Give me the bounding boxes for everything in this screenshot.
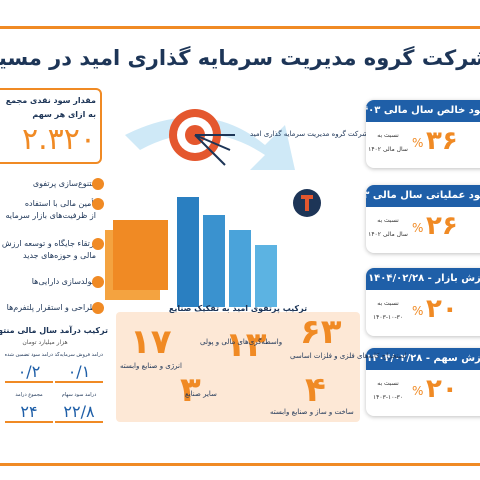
card-title: ارزش سهم - ۱۴۰۴/۰۲/۲۸ (366, 348, 480, 370)
strategy-text: طراحی و استقرار پلتفرم‌ها (6, 303, 96, 312)
strategy-text: مولدسازی دارایی‌ها (31, 277, 96, 286)
logo-text: شرکت گروه مدیریت سرمایه گذاری امید (250, 130, 368, 138)
card-value: ۲۶ (426, 211, 458, 241)
income-value: ۰/۲ (5, 362, 53, 383)
strategy-icon (92, 276, 104, 288)
income-title: ترکیب درآمد سال مالی منتهی به (0, 326, 108, 335)
portfolio-value: ۱۷ (130, 322, 172, 362)
income-value: ۰/۱ (55, 362, 103, 383)
stat-card: ارزش بازار - ۱۴۰۴/۰۲/۲۸ ۲۰% نسبت به ۱۴۰۳-۱۰… (366, 268, 480, 336)
dividend-label: به ازای هر سهم (32, 110, 96, 119)
strategy-icon (92, 198, 104, 210)
dart (194, 134, 226, 166)
card-value: ۲۰ (426, 294, 458, 324)
card-base: ۱۴۰۳-۱۰-۳۰ (372, 394, 404, 401)
card-base: سال مالی ۱۴۰۲ (368, 146, 408, 153)
arrow (125, 117, 295, 170)
income-label: درآمد فروش سرمایه‌گذاری‌ها (55, 352, 103, 358)
bar-deco (255, 245, 277, 307)
frame (0, 26, 480, 466)
dividend-box: مقدار سود نقدی مجمع به ازای هر سهم ۲.۳۲۰ (0, 88, 102, 164)
portfolio-value: ۳ (180, 370, 201, 410)
card-compare: نسبت به (377, 132, 399, 139)
strategy-icon (92, 238, 104, 250)
card-unit: % (412, 304, 424, 318)
illustration (105, 109, 321, 307)
portfolio-value: ۶۳ (300, 312, 342, 352)
stat-card: سود عملیاتی سال مالی ۱۴۰۳ ۲۶% نسبت به سال م… (366, 185, 480, 253)
strategy-icon (92, 178, 104, 190)
bar-deco (229, 230, 251, 307)
card-title: سود عملیاتی سال مالی ۱۴۰۳ (366, 185, 480, 207)
strategy-text: از ظرفیت‌های بازار سرمایه (5, 211, 96, 220)
income-label: درآمد سود تضمین شده (5, 352, 53, 358)
logo-mark (305, 195, 309, 211)
stat-card: ارزش سهم - ۱۴۰۴/۰۲/۲۸ ۲۰% نسبت به ۱۴۰۳-۱۰-۳… (366, 348, 480, 416)
card-compare: نسبت به (377, 300, 399, 307)
card-base: ۱۴۰۳-۱۰-۳۰ (372, 314, 404, 321)
income-value: ۲۲/۸ (55, 402, 103, 423)
title: شرکت گروه مدیریت سرمایه گذاری امید در مس… (0, 46, 480, 70)
card-value: ۲۰ (426, 374, 458, 404)
portfolio-value: ۱۳ (225, 325, 267, 365)
strategy-text: متنوع‌سازی پرتفوی (32, 179, 96, 188)
income-value: ۲۴ (5, 402, 53, 423)
card-compare: نسبت به (377, 217, 399, 224)
portfolio-box: ترکیب پرتفوی امید به تفکیک صنایع (116, 304, 360, 422)
income-label: مجموع درآمد (15, 392, 43, 398)
strategy-icon (92, 302, 104, 314)
card-title: سود خالص سال مالی ۱۴۰۳ (366, 100, 480, 122)
portfolio-label: انرژی و صنایع وابسته (120, 362, 182, 370)
card-unit: % (412, 136, 424, 150)
bar-deco (177, 197, 199, 307)
dividend-label: مقدار سود نقدی مجمع (5, 96, 96, 105)
card-title: ارزش بازار - ۱۴۰۴/۰۲/۲۸ (366, 268, 480, 290)
portfolio-label: واسطه‌گری‌های مالی و پولی (200, 338, 283, 346)
card-base: سال مالی ۱۴۰۲ (368, 231, 408, 238)
strategy-text: ارتقاء جایگاه و توسعه ارزش (1, 239, 96, 248)
dart (194, 134, 231, 151)
bar-deco (203, 215, 225, 307)
income-unit: هزار میلیارد تومان (22, 339, 68, 346)
card-compare: نسبت به (377, 380, 399, 387)
portfolio-value: ۴ (305, 370, 326, 410)
strategy-text: مالی و حوزه‌های جدید (23, 251, 96, 260)
card-unit: % (412, 221, 424, 235)
dividend-value: ۲.۳۲۰ (22, 122, 96, 157)
portfolio-title: ترکیب پرتفوی امید به تفکیک صنایع (168, 304, 308, 313)
portfolio-label: ساخت و ساز و صنایع وابسته (270, 408, 354, 416)
card-unit: % (412, 384, 424, 398)
document (113, 220, 168, 290)
strategy-text: تأمین مالی با استفاده (24, 199, 96, 208)
stat-card: سود خالص سال مالی ۱۴۰۳ ۳۶% نسبت به سال مالی… (366, 100, 480, 168)
card-value: ۳۶ (426, 126, 458, 156)
income-label: درآمد سود سهام (61, 392, 97, 398)
portfolio-label: سایر صنایع (185, 390, 217, 398)
portfolio-label: استخراج کانه‌های فلزی و فلزات اساسی (290, 352, 407, 360)
